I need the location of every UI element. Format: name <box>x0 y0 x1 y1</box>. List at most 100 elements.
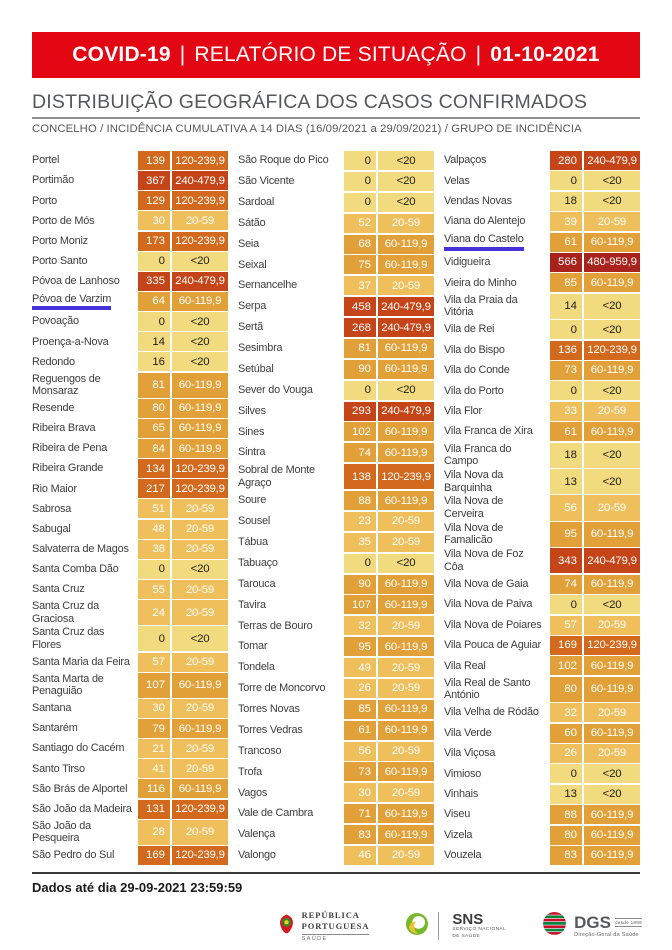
sns-logo: SNS SERVIÇO NACIONAL DE SAÚDE <box>405 912 506 941</box>
municipality-name-text: Vidigueira <box>444 256 491 269</box>
incidence-range-cell: 60-119,9 <box>584 723 640 743</box>
cases-cell: 81 <box>138 372 170 398</box>
municipality-name: Sesimbra <box>238 339 344 358</box>
incidence-range-cell: 20-59 <box>584 703 640 723</box>
incidence-range-cell: 60-119,9 <box>584 845 640 865</box>
municipality-name-text: Sernancelhe <box>238 279 297 292</box>
cases-cell: 30 <box>138 698 170 718</box>
municipality-name-text: Vila Verde <box>444 726 492 739</box>
municipality-name-text: São Vicente <box>238 175 295 188</box>
incidence-range-cell: 20-59 <box>172 519 228 539</box>
table-row: Portimão 367 240-479,9 <box>32 171 228 191</box>
incidence-range-cell: <20 <box>584 381 640 401</box>
table-row: Vila do Bispo 136 120-239,9 <box>444 340 640 360</box>
municipality-name: Sernancelhe <box>238 276 344 295</box>
table-row: São Pedro do Sul 169 120-239,9 <box>32 845 228 865</box>
cases-cell: 68 <box>344 234 376 254</box>
data-cutoff-note: Dados até dia 29-09-2021 23:59:59 <box>32 880 243 895</box>
municipality-name: São Roque do Pico <box>238 151 344 170</box>
municipality-name-text: Santana <box>32 702 72 715</box>
banner-separator: | <box>179 43 186 66</box>
table-row: Porto Moniz 173 120-239,9 <box>32 231 228 251</box>
municipality-name: Sátão <box>238 214 344 233</box>
municipality-name-text: São João da Madeira <box>32 802 132 815</box>
page-title: DISTRIBUIÇÃO GEOGRÁFICA DOS CASOS CONFIR… <box>32 91 588 113</box>
incidence-range-cell: 60-119,9 <box>378 359 434 379</box>
incidence-range-cell: 240-479,9 <box>378 297 434 317</box>
incidence-range-cell: <20 <box>584 442 640 468</box>
municipality-name: Vila Nova de Poiares <box>444 616 550 635</box>
municipality-name: Soure <box>238 491 344 510</box>
incidence-range-cell: <20 <box>584 320 640 340</box>
table-row: Tábua 35 20-59 <box>238 532 434 552</box>
cases-cell: 57 <box>550 615 582 635</box>
municipality-name: Salvaterra de Magos <box>32 540 138 559</box>
incidence-range-cell: 20-59 <box>172 759 228 779</box>
municipality-name-text: Velas <box>444 174 470 187</box>
incidence-range-cell: <20 <box>584 293 640 319</box>
incidence-range-cell: 60-119,9 <box>584 422 640 442</box>
incidence-range-cell: 120-239,9 <box>172 231 228 251</box>
cases-cell: 14 <box>138 332 170 352</box>
municipality-name: Vidigueira <box>444 253 550 272</box>
municipality-name-text: Vila Franca do Campo <box>444 442 512 468</box>
municipality-name-text: Torres Novas <box>238 703 300 716</box>
table-row: Rio Maior 217 120-239,9 <box>32 479 228 499</box>
municipality-name-text: Torres Vedras <box>238 723 303 736</box>
table-row: Ribeira Brava 65 60-119,9 <box>32 418 228 438</box>
table-row: Vila Nova de Gaia 74 60-119,9 <box>444 574 640 594</box>
municipality-name-text: Portimão <box>32 174 74 187</box>
municipality-name-text: Porto <box>32 194 58 207</box>
cases-cell: 88 <box>344 491 376 511</box>
municipality-name-text: Torre de Moncorvo <box>238 682 326 695</box>
table-row: Vila da Praia da Vitória 14 <20 <box>444 293 640 319</box>
incidence-range-cell: 60-119,9 <box>378 422 434 442</box>
municipality-name-text: Salvaterra de Magos <box>32 542 129 555</box>
municipality-name: Valença <box>238 825 344 844</box>
table-row: Seixal 75 60-119,9 <box>238 255 434 275</box>
cases-cell: 46 <box>344 845 376 865</box>
municipality-name: Vila Real de Santo António <box>444 677 550 702</box>
municipality-name-text: Vila Nova de Poiares <box>444 618 542 631</box>
table-row: Vila de Rei 0 <20 <box>444 320 640 340</box>
dgs-sub: Direção-Geral da Saúde <box>574 932 639 939</box>
municipality-name-text: Seixal <box>238 258 267 271</box>
municipality-name: Torres Vedras <box>238 721 344 740</box>
municipality-name: São Pedro do Sul <box>32 846 138 865</box>
municipality-name: Viana do Alentejo <box>444 212 550 231</box>
municipality-name-text: Vimioso <box>444 767 482 780</box>
municipality-name-text: Vila do Porto <box>444 384 504 397</box>
incidence-range-cell: <20 <box>172 626 228 652</box>
municipality-name-text: Soure <box>238 494 267 507</box>
cases-cell: 0 <box>138 559 170 579</box>
municipality-name: Vila Real <box>444 656 550 675</box>
incidence-range-cell: 60-119,9 <box>378 574 434 594</box>
municipality-name: Santana <box>32 699 138 718</box>
municipality-name-text: Sines <box>238 425 265 438</box>
municipality-name: Redondo <box>32 352 138 371</box>
table-row: Póvoa de Lanhoso 335 240-479,9 <box>32 271 228 291</box>
municipality-name-text: Santa Marta de Penaguião <box>32 672 104 698</box>
sns-sub-line1: SERVIÇO NACIONAL <box>452 927 507 933</box>
incidence-range-cell: <20 <box>172 312 228 332</box>
table-row: Santa Maria da Feira 57 20-59 <box>32 652 228 672</box>
cases-cell: 343 <box>550 548 582 574</box>
incidence-range-cell: 60-119,9 <box>378 234 434 254</box>
municipality-name-text: São João da Pesqueira <box>32 819 91 845</box>
cases-cell: 16 <box>138 352 170 372</box>
municipality-name: Valpaços <box>444 151 550 170</box>
municipality-name: Sertã <box>238 318 344 337</box>
municipality-name-text: Sousel <box>238 515 271 528</box>
table-row: Sátão 52 20-59 <box>238 213 434 233</box>
incidence-range-cell: 60-119,9 <box>584 805 640 825</box>
table-row: Resende 80 60-119,9 <box>32 398 228 418</box>
incidence-range-cell: 60-119,9 <box>378 825 434 845</box>
table-row: São Vicente 0 <20 <box>238 171 434 191</box>
municipality-name: Porto Santo <box>32 252 138 271</box>
municipality-name-text: Porto Santo <box>32 254 88 267</box>
table-row: Sobral de Monte Agraço 138 120-239,9 <box>238 464 434 490</box>
sns-abbr: SNS <box>452 911 484 929</box>
municipality-name-text: Vila Pouca de Aguiar <box>444 639 541 652</box>
table-row: Vila Franca do Campo 18 <20 <box>444 442 640 468</box>
cases-cell: 83 <box>550 845 582 865</box>
